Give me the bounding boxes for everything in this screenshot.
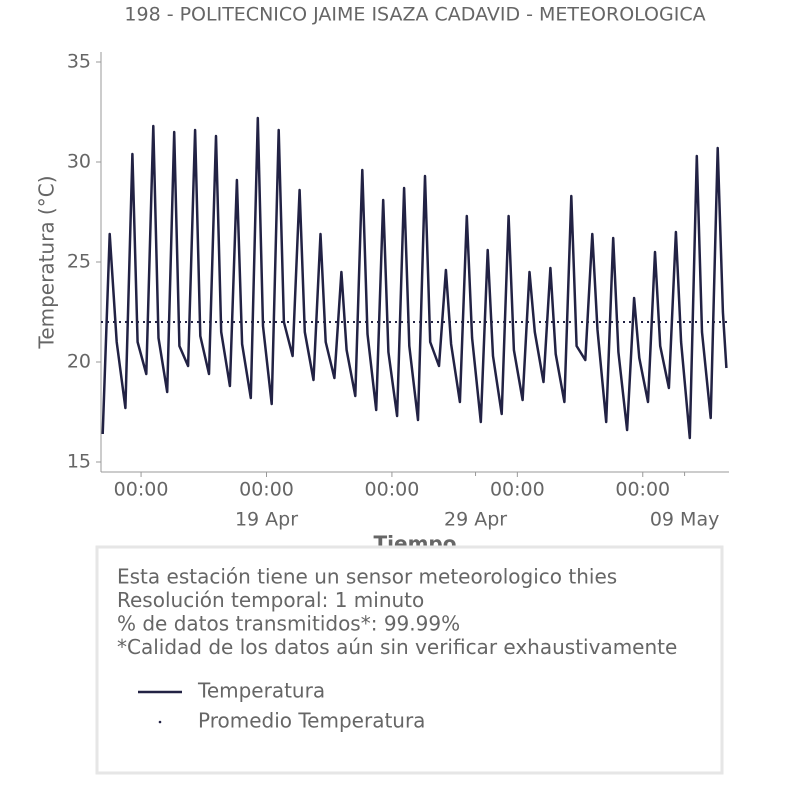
x-tick-label: 00:00 [615, 479, 670, 501]
x-date-label: 09 May [650, 509, 720, 531]
y-axis-label: Temperatura (°C) [35, 175, 59, 349]
x-tick-label: 00:00 [114, 479, 169, 501]
x-date-label: 19 Apr [235, 509, 298, 531]
x-tick-label: 00:00 [365, 479, 420, 501]
x-tick-label: 00:00 [239, 479, 294, 501]
y-tick-label: 35 [67, 51, 91, 73]
y-tick-label: 15 [67, 451, 91, 473]
info-note: *Calidad de los datos aún sin verificar … [117, 635, 677, 659]
y-tick-label: 20 [67, 351, 91, 373]
temperature-line [101, 116, 728, 440]
x-tick-label: 00:00 [490, 479, 545, 501]
legend-label: Temperatura [197, 679, 325, 703]
legend-label: Promedio Temperatura [198, 709, 425, 733]
chart-title: 198 - POLITECNICO JAIME ISAZA CADAVID - … [124, 4, 705, 26]
info-note: % de datos transmitidos*: 99.99% [117, 612, 460, 636]
info-box [95, 545, 724, 775]
y-tick-label: 30 [67, 151, 91, 173]
legend-swatch [158, 720, 162, 724]
info-note: Esta estación tiene un sensor meteorolog… [117, 565, 617, 589]
info-note: Resolución temporal: 1 minuto [117, 588, 424, 612]
y-tick-label: 25 [67, 251, 91, 273]
x-date-label: 29 Apr [444, 509, 507, 531]
